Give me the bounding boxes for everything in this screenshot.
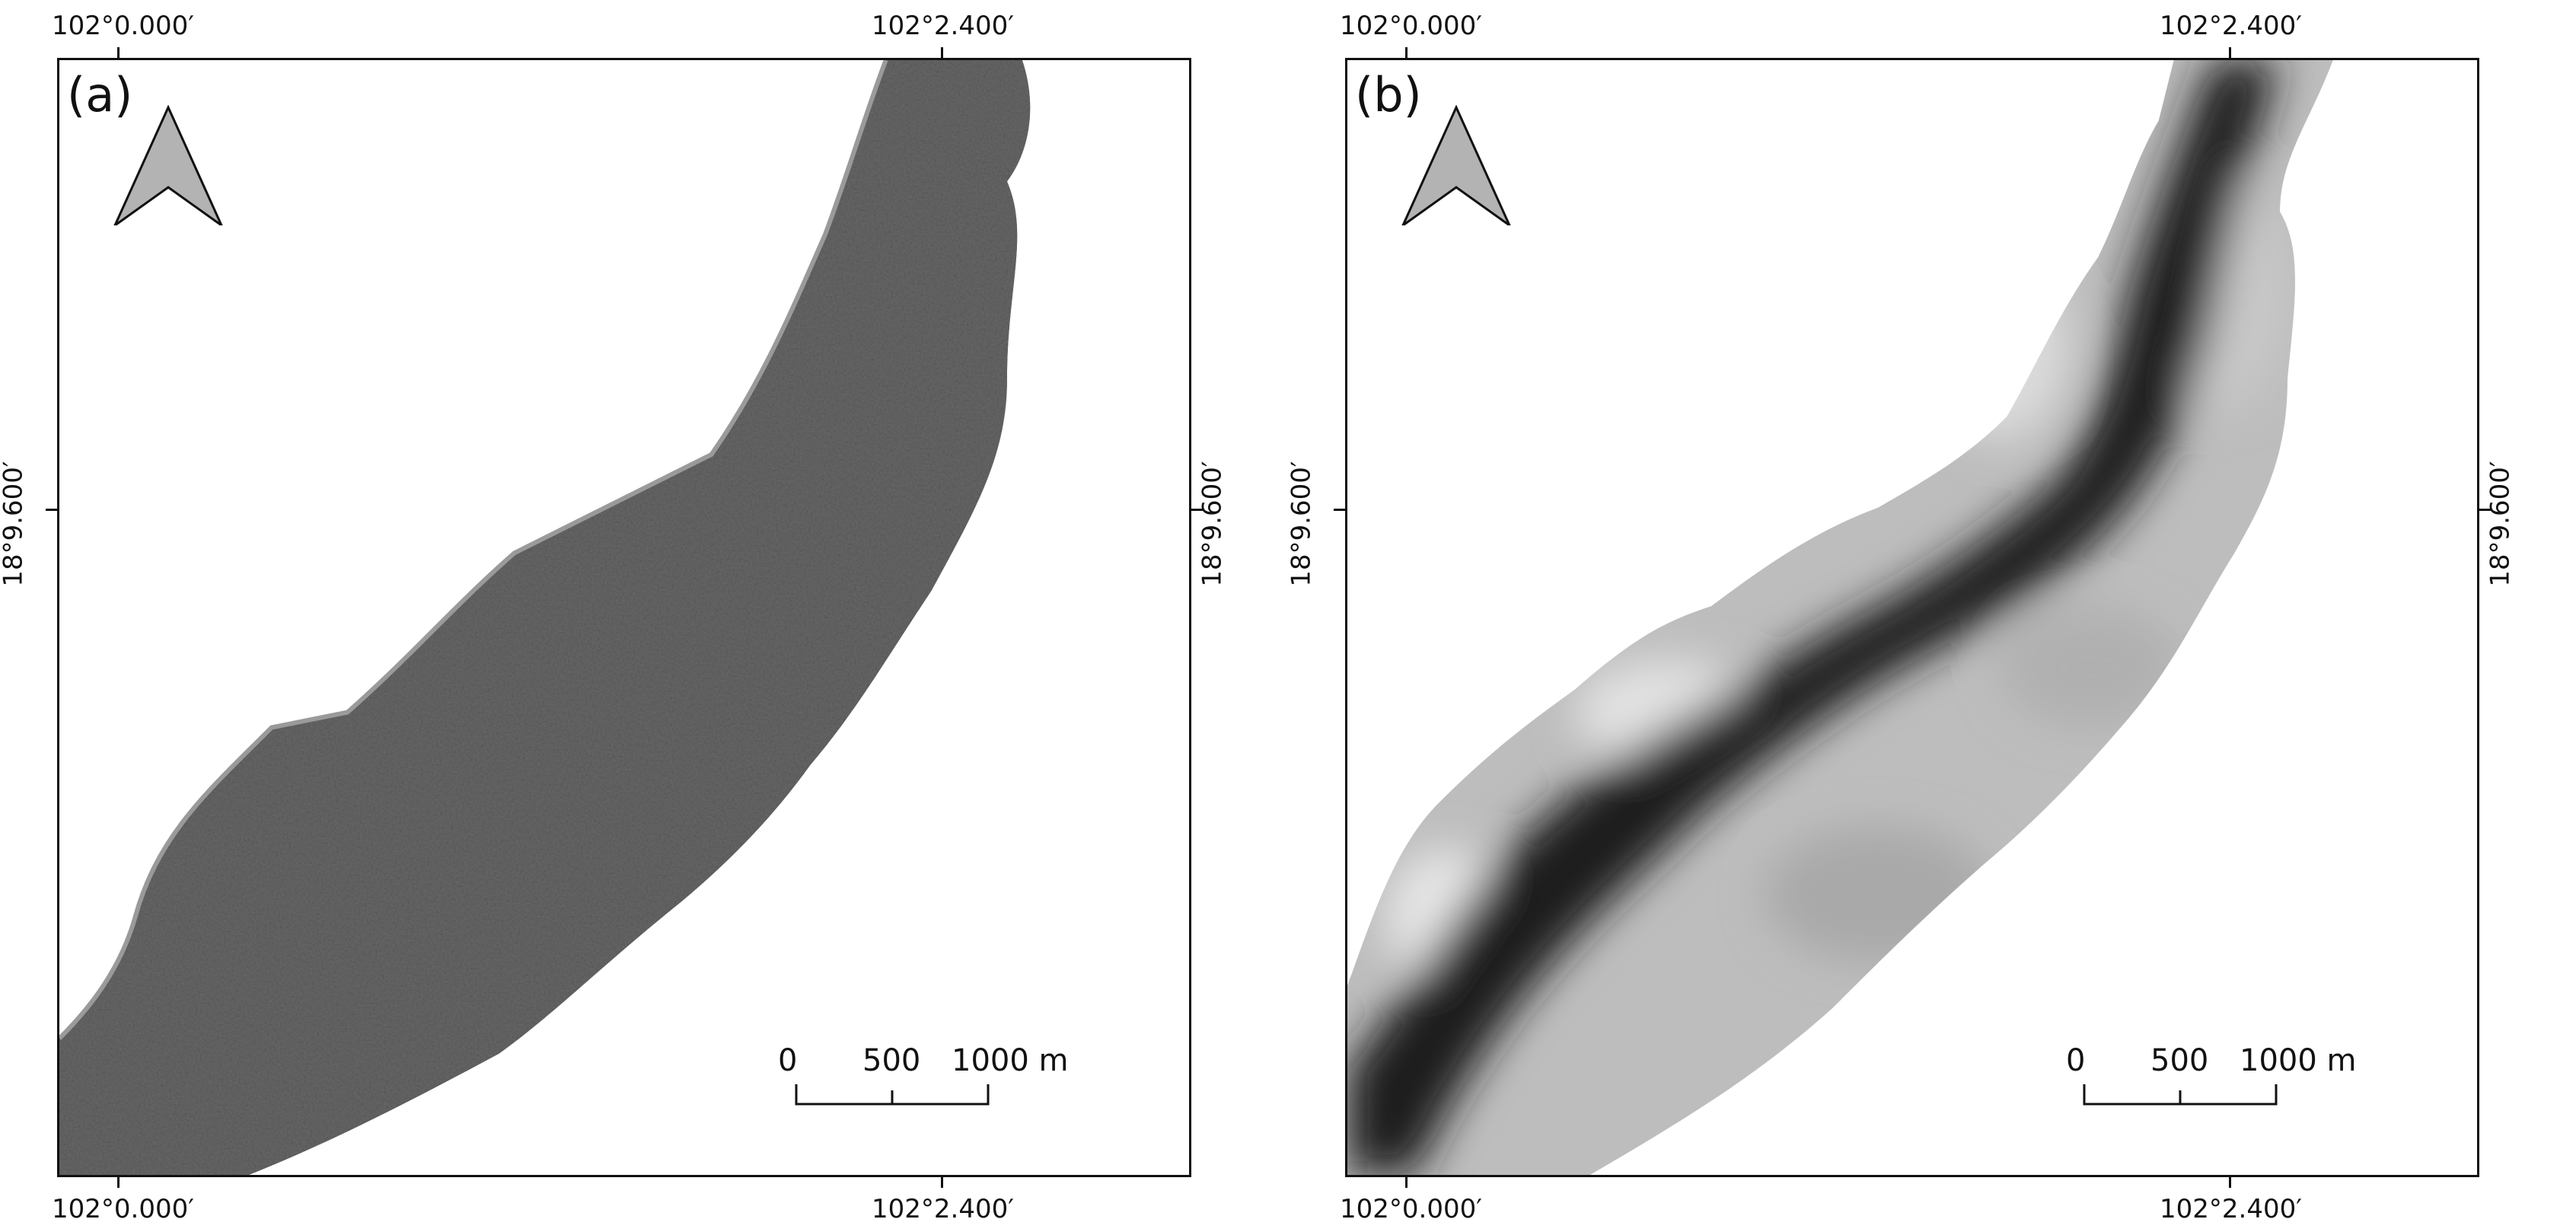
graticule-tick: [1191, 509, 1203, 511]
graticule-tick: [46, 509, 58, 511]
top-lon-left-label: 102°0.000′: [52, 11, 194, 41]
panel-label-a: (a): [67, 67, 133, 123]
graticule-tick: [117, 47, 120, 59]
satellite-strip-a: [59, 60, 1031, 1175]
graticule-tick: [1405, 47, 1408, 59]
graticule-tick: [941, 47, 943, 59]
scale-tick-500: 500: [2150, 1043, 2209, 1078]
scale-bar-b: 0 500 1000 m: [2066, 1043, 2356, 1119]
model-strip-b: [1347, 60, 2333, 1175]
raster-image-b: [1347, 60, 2333, 1175]
graticule-tick: [1405, 1176, 1408, 1188]
raster-image-a: [59, 60, 1031, 1175]
graticule-tick: [1334, 509, 1346, 511]
left-lat-label: 18°9.600′: [1286, 461, 1317, 587]
scale-tick-500: 500: [862, 1043, 921, 1078]
panel-label-b: (b): [1355, 67, 1422, 123]
north-arrow-icon: [1401, 104, 1511, 225]
top-lon-right-label: 102°2.400′: [872, 11, 1014, 41]
north-arrow-icon: [113, 104, 223, 225]
right-lat-label: 18°9.600′: [2485, 461, 2516, 587]
bottom-lon-right-label: 102°2.400′: [2160, 1194, 2302, 1224]
bottom-lon-left-label: 102°0.000′: [52, 1194, 194, 1224]
bottom-lon-right-label: 102°2.400′: [872, 1194, 1014, 1224]
map-frame-b: [1345, 58, 2479, 1177]
map-panel-a: 102°0.000′ 102°2.400′ 102°0.000′ 102°2.4…: [0, 11, 1228, 1224]
graticule-tick: [117, 1176, 120, 1188]
map-panel-b: 102°0.000′ 102°2.400′ 102°0.000′ 102°2.4…: [1286, 0, 2576, 1232]
scale-tick-0: 0: [2066, 1043, 2086, 1078]
scale-bar-a: 0 500 1000 m: [778, 1043, 1068, 1119]
graticule-tick: [2229, 47, 2231, 59]
scale-tick-1000: 1000 m: [952, 1043, 1069, 1078]
scale-tick-0: 0: [778, 1043, 798, 1078]
top-lon-left-label: 102°0.000′: [1340, 11, 1482, 41]
bottom-lon-left-label: 102°0.000′: [1340, 1194, 1482, 1224]
graticule-tick: [941, 1176, 943, 1188]
scale-tick-1000: 1000 m: [2240, 1043, 2357, 1078]
left-lat-label: 18°9.600′: [0, 461, 29, 587]
map-frame-a: [57, 58, 1191, 1177]
scale-bar-line: [2083, 1084, 2278, 1106]
top-lon-right-label: 102°2.400′: [2160, 11, 2302, 41]
right-lat-label: 18°9.600′: [1197, 461, 1228, 587]
graticule-tick: [2479, 509, 2491, 511]
scale-bar-line: [795, 1084, 990, 1106]
graticule-tick: [2229, 1176, 2231, 1188]
